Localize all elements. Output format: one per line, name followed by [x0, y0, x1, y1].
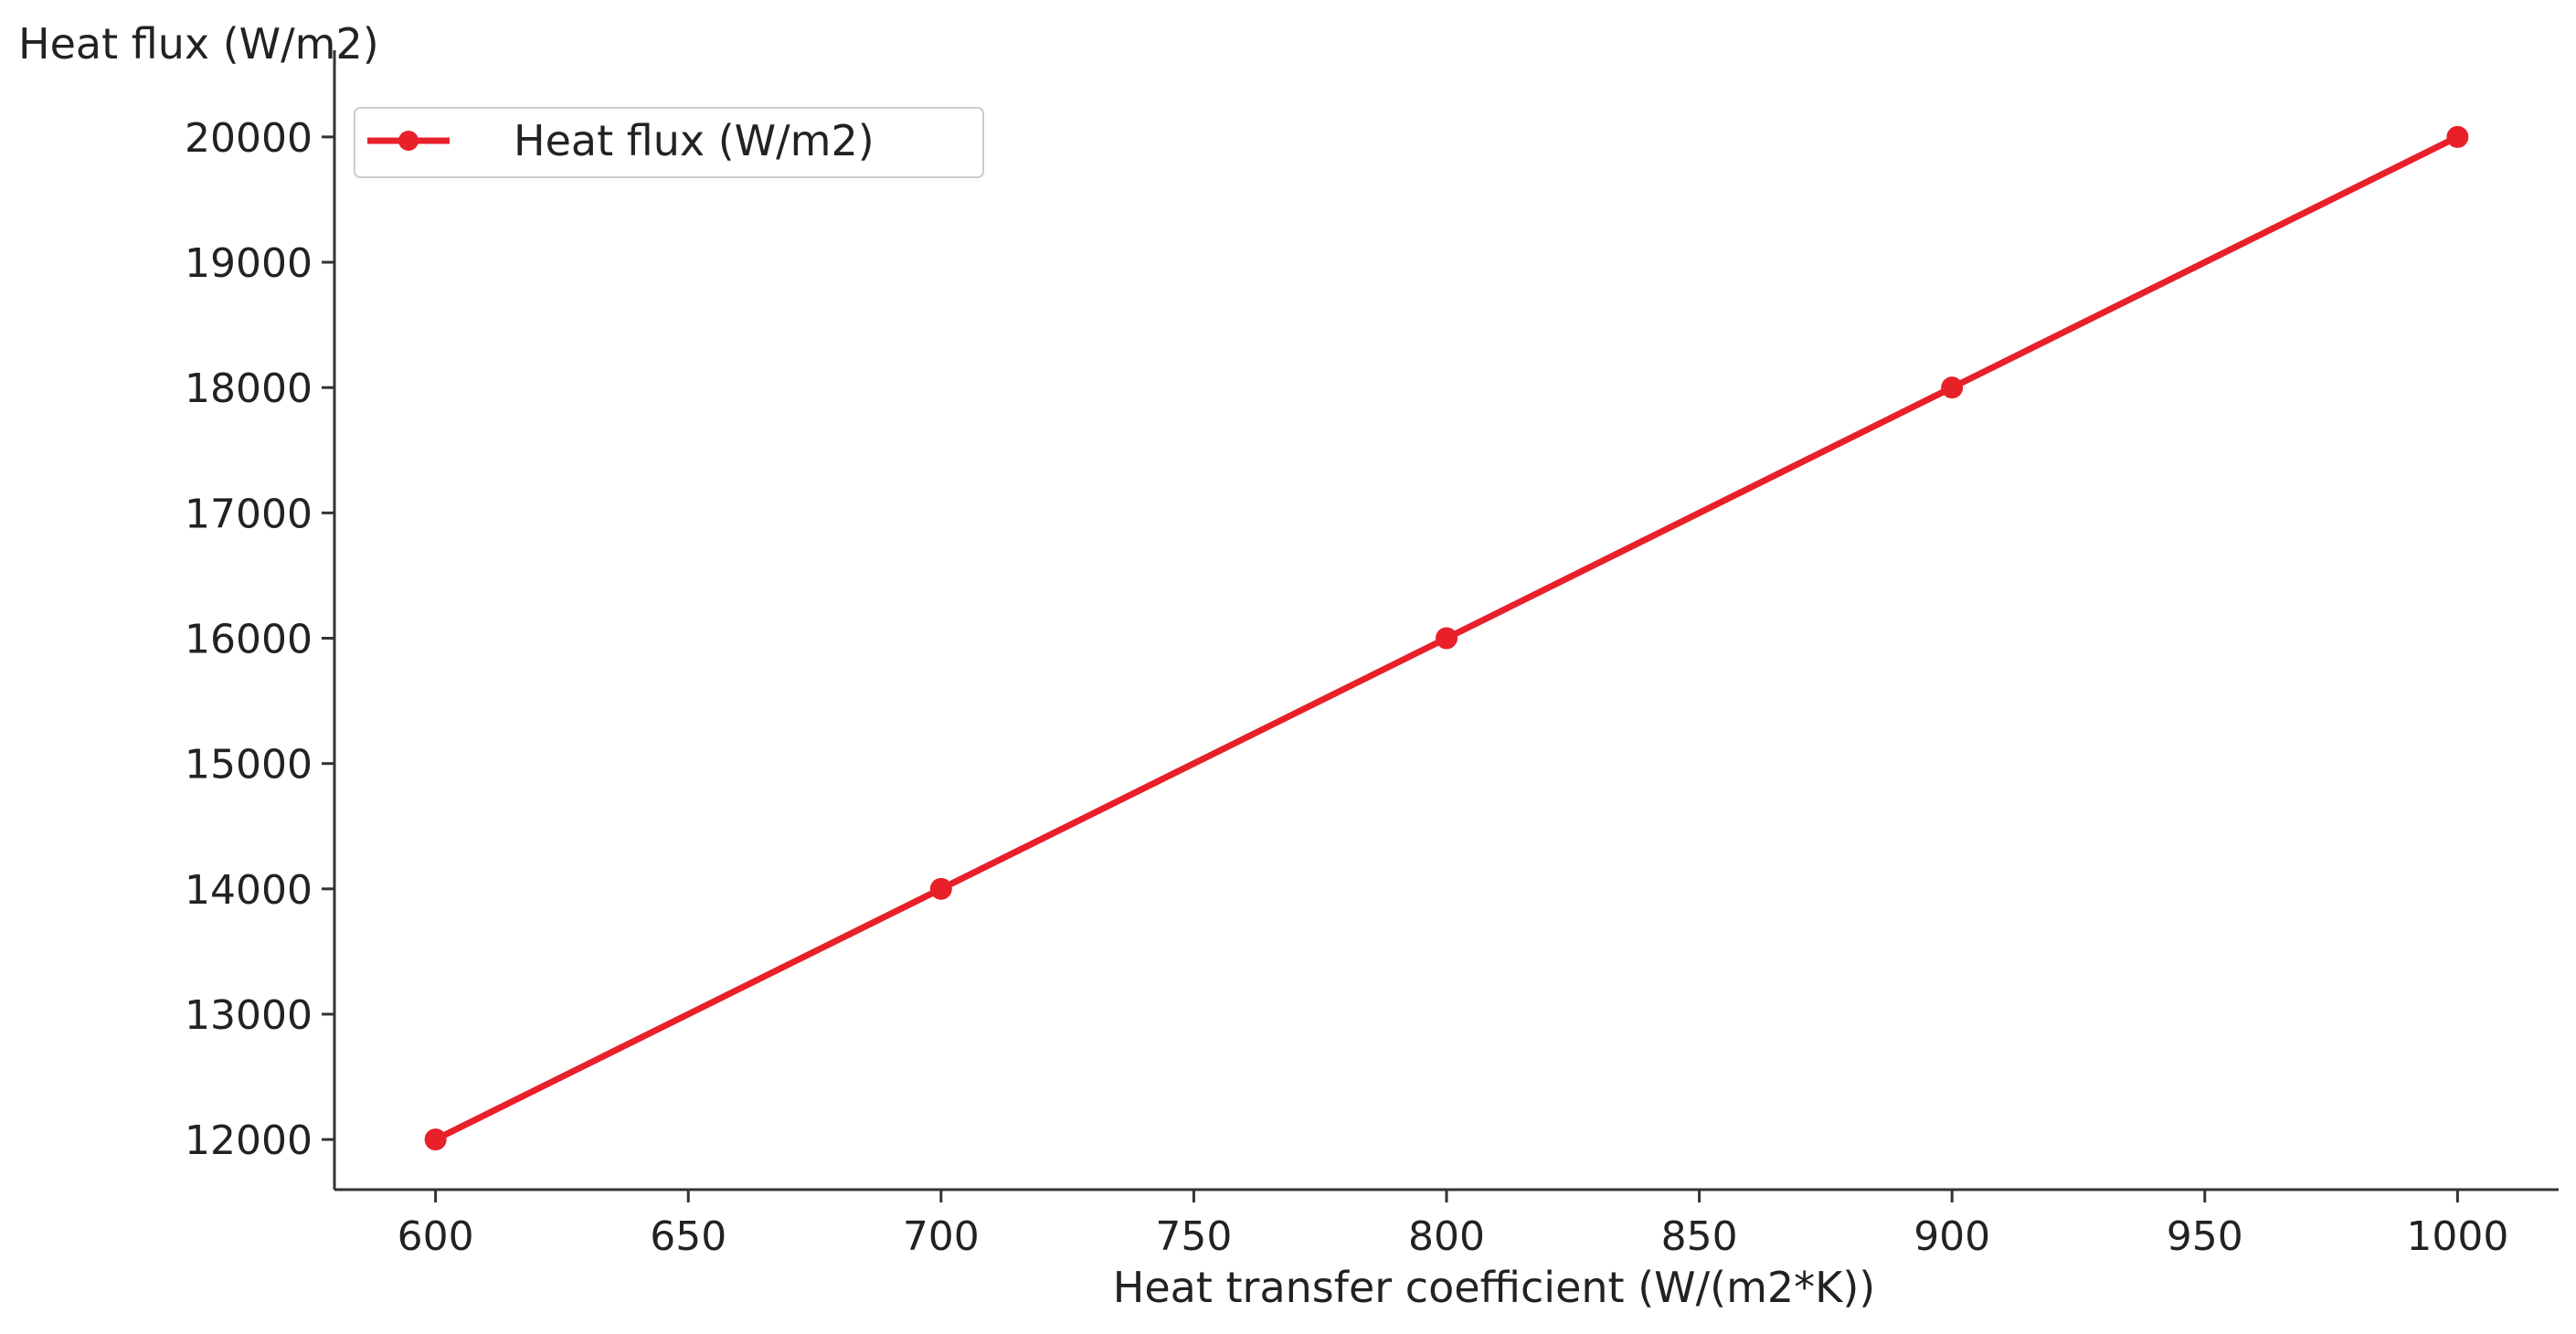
data-point	[424, 1128, 447, 1151]
data-point	[929, 877, 952, 900]
legend-marker-swatch	[398, 131, 419, 151]
y-tick-label: 15000	[185, 742, 313, 789]
x-tick-label: 950	[2167, 1213, 2243, 1260]
x-tick-label: 600	[398, 1213, 474, 1260]
x-axis-title: Heat transfer coefficient (W/(m2*K))	[1113, 1263, 1875, 1312]
y-tick-label: 17000	[185, 491, 313, 537]
y-tick-label: 18000	[185, 365, 313, 412]
data-point	[1941, 376, 1964, 399]
plot-area	[424, 125, 2469, 1151]
x-axis-ticks: 600 650 700 750 800 850 900 950 1000	[398, 1190, 2508, 1260]
data-point	[1436, 627, 1458, 650]
data-point	[2446, 125, 2469, 148]
y-tick-label: 13000	[185, 992, 313, 1039]
legend-box	[354, 107, 984, 178]
y-tick-label: 20000	[185, 115, 313, 162]
y-tick-label: 14000	[185, 867, 313, 914]
y-tick-label: 19000	[185, 240, 313, 287]
x-tick-label: 700	[903, 1213, 980, 1260]
y-axis-ticks: 12000 13000 14000 15000 16000 17000 18000 19000…	[185, 115, 334, 1164]
y-tick-label: 16000	[185, 617, 313, 663]
legend: Heat flux (W/m2)	[354, 107, 984, 178]
x-tick-label: 800	[1408, 1213, 1485, 1260]
axes	[333, 50, 2559, 1191]
y-tick-label: 12000	[185, 1117, 313, 1164]
y-axis-title: Heat flux (W/m2)	[18, 19, 379, 69]
x-tick-label: 650	[650, 1213, 726, 1260]
x-tick-label: 850	[1661, 1213, 1738, 1260]
x-tick-label: 900	[1913, 1213, 1990, 1260]
legend-label: Heat flux (W/m2)	[514, 116, 875, 165]
x-tick-label: 750	[1155, 1213, 1232, 1260]
x-tick-label: 1000	[2406, 1213, 2508, 1260]
